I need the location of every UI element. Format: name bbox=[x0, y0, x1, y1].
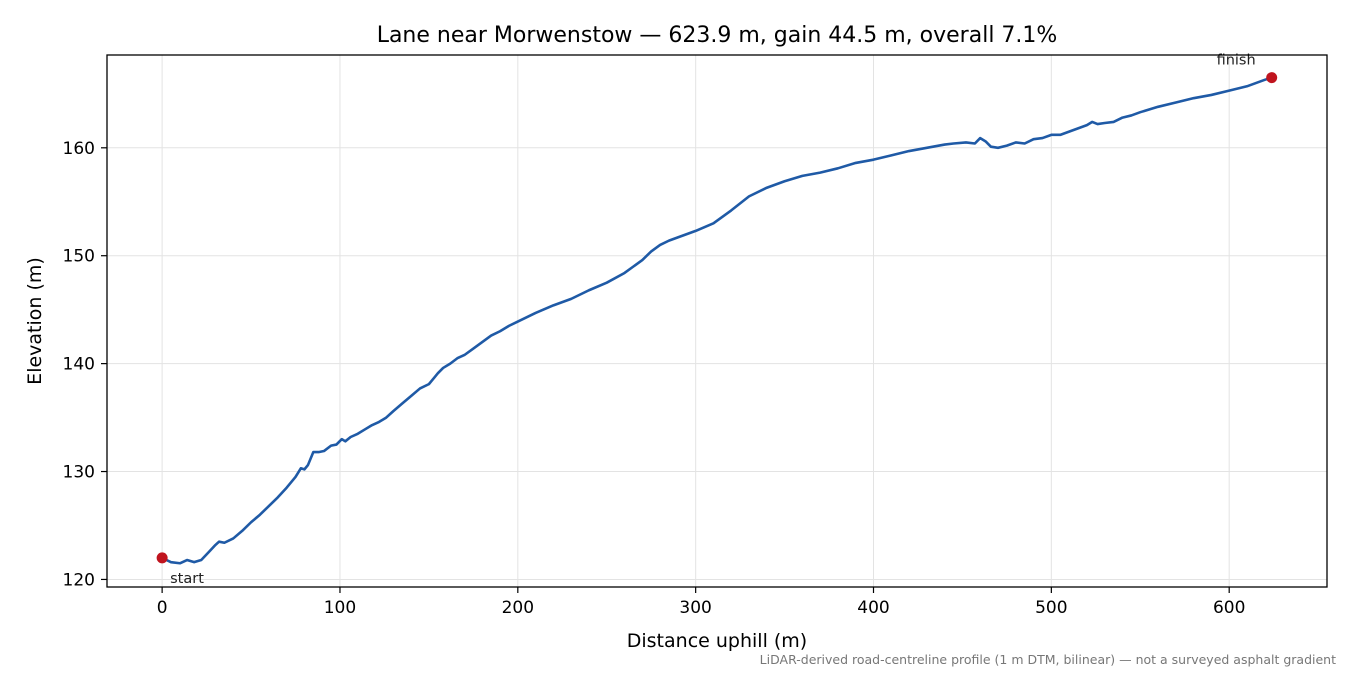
x-tick-label: 400 bbox=[857, 598, 889, 618]
series-layer bbox=[160, 76, 1273, 565]
y-axis-label: Elevation (m) bbox=[24, 257, 46, 385]
finish-marker bbox=[1266, 72, 1278, 84]
start-marker bbox=[156, 552, 168, 564]
y-tick-label: 120 bbox=[63, 570, 95, 590]
x-tick-label: 300 bbox=[679, 598, 711, 618]
plot-frame bbox=[106, 54, 1328, 588]
finish-label: finish bbox=[1217, 53, 1256, 69]
start-label: start bbox=[170, 571, 204, 587]
endpoint-markers: start finish bbox=[156, 53, 1278, 587]
x-axis-label: Distance uphill (m) bbox=[627, 630, 807, 652]
y-tick-label: 150 bbox=[63, 247, 95, 267]
x-tick-label: 0 bbox=[157, 598, 168, 618]
y-tick-label: 130 bbox=[63, 463, 95, 483]
elevation-line bbox=[160, 76, 1273, 565]
x-tick-label: 500 bbox=[1035, 598, 1067, 618]
chart-title: Lane near Morwenstow — 623.9 m, gain 44.… bbox=[377, 23, 1058, 48]
y-tick-label: 160 bbox=[63, 139, 95, 159]
data-source-footnote: LiDAR-derived road-centreline profile (1… bbox=[759, 652, 1336, 667]
x-tick-label: 600 bbox=[1213, 598, 1245, 618]
grid-lines bbox=[107, 55, 1327, 587]
y-tick-label: 140 bbox=[63, 355, 95, 375]
x-tick-label: 200 bbox=[502, 598, 534, 618]
x-tick-label: 100 bbox=[324, 598, 356, 618]
axis-ticks: 0 100 200 300 400 500 600 120 130 140 150 160 bbox=[63, 139, 1246, 618]
